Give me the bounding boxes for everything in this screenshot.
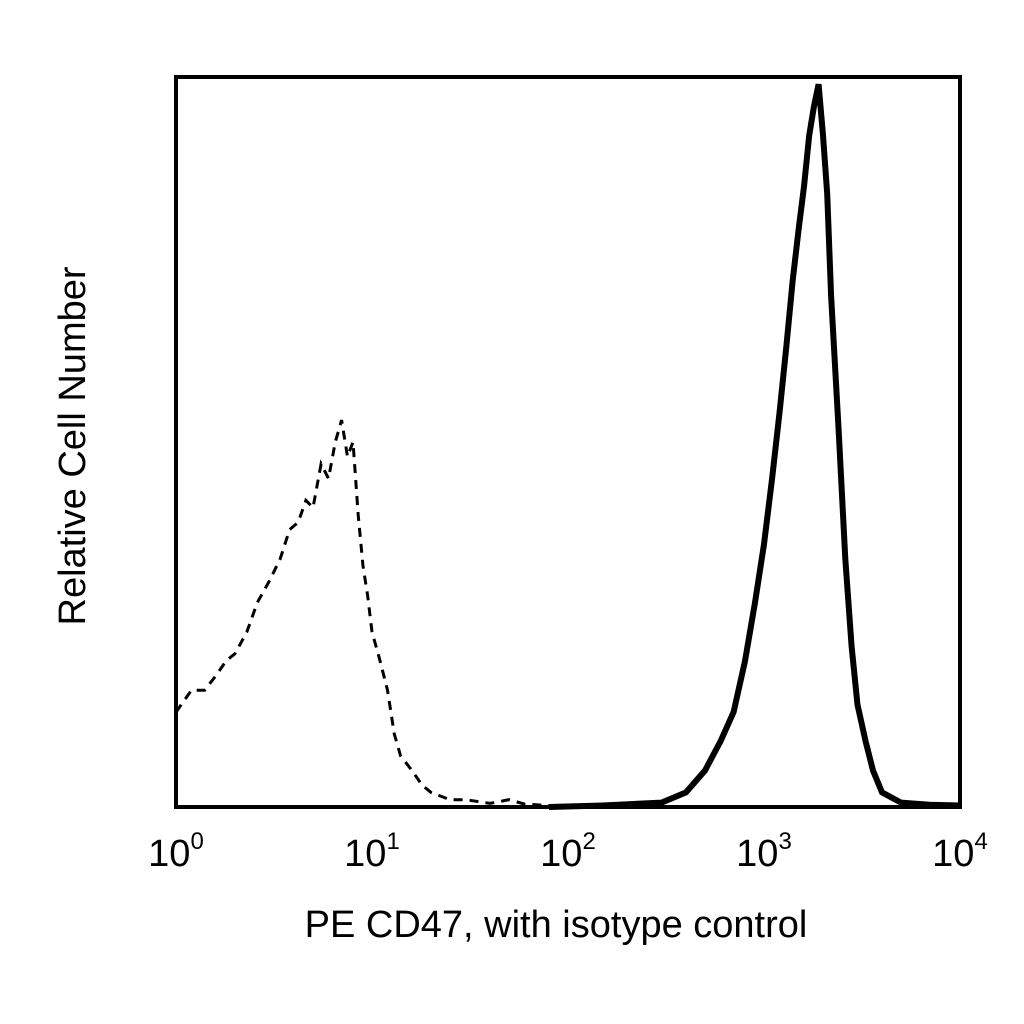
plot-series — [174, 83, 961, 810]
plot-frame — [174, 75, 962, 809]
x-tick-label-1: 101 — [344, 828, 400, 875]
x-tick-label-3: 103 — [736, 828, 792, 875]
series-line-1 — [174, 419, 550, 807]
x-tick-label-4: 104 — [932, 828, 988, 875]
series-line-2 — [548, 83, 961, 810]
x-tick-labels: 100 101 102 103 104 — [148, 828, 988, 875]
y-axis-title: Relative Cell Number — [52, 266, 94, 625]
x-tick-label-0: 100 — [148, 828, 204, 875]
x-tick-label-2: 102 — [540, 828, 596, 875]
x-axis-title: PE CD47, with isotype control — [305, 904, 808, 946]
